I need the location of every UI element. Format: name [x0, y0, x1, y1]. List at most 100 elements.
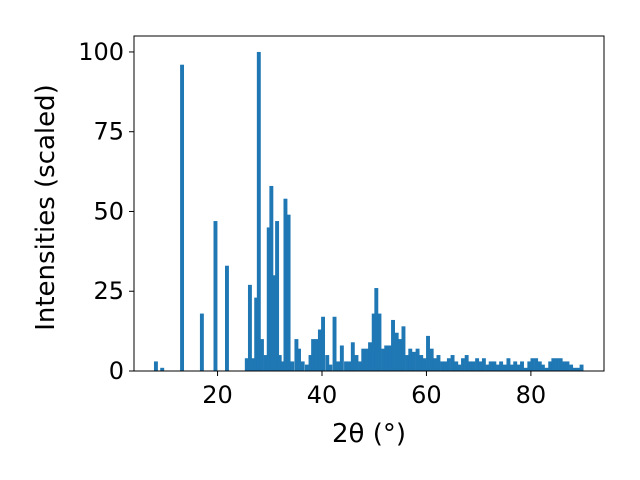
bar: [300, 361, 305, 371]
bar: [314, 339, 319, 371]
bar: [450, 355, 455, 371]
bar: [408, 348, 413, 371]
x-tick-label: 80: [516, 381, 547, 409]
bar: [358, 361, 363, 371]
bar: [506, 358, 511, 371]
bar: [419, 355, 424, 371]
y-tick-label: 0: [109, 357, 124, 385]
bar: [464, 355, 469, 371]
x-tick-label: 40: [307, 381, 338, 409]
bar: [308, 355, 313, 371]
bar: [374, 288, 379, 371]
bar: [496, 364, 500, 371]
bar: [516, 364, 521, 371]
bar: [555, 358, 559, 371]
bar: [499, 361, 504, 371]
bar: [569, 364, 574, 371]
bar: [443, 361, 448, 371]
bar: [350, 342, 355, 371]
bar: [411, 351, 416, 371]
bar: [394, 332, 399, 371]
bar: [520, 361, 524, 371]
bar: [398, 339, 403, 371]
bar: [199, 313, 204, 371]
bar: [391, 319, 395, 371]
bar: [429, 348, 434, 371]
bar: [272, 275, 276, 371]
bar: [339, 345, 344, 371]
bar: [354, 355, 359, 371]
bar: [361, 348, 366, 371]
bar: [467, 361, 472, 371]
bar: [405, 355, 410, 371]
y-axis-label: Intensities (scaled): [31, 84, 61, 331]
bar: [575, 367, 580, 371]
bar: [551, 358, 556, 371]
bar: [304, 364, 309, 371]
bar: [332, 316, 337, 371]
bar: [280, 361, 285, 371]
bar: [180, 64, 185, 372]
bar: [247, 284, 252, 371]
bar: [311, 339, 316, 371]
bar: [286, 214, 291, 371]
y-tick-label: 25: [93, 277, 124, 305]
bar: [461, 358, 465, 371]
y-tick-label: 50: [93, 197, 124, 225]
x-tick-label: 20: [202, 381, 233, 409]
bar: [275, 221, 280, 371]
bar: [426, 335, 430, 371]
bar: [415, 348, 420, 371]
bar: [368, 342, 373, 371]
bar: [523, 367, 528, 371]
bar: [283, 198, 288, 371]
bar: [579, 364, 584, 371]
bar: [259, 339, 264, 371]
bar: [457, 364, 462, 371]
bar: [225, 265, 229, 371]
bar: [213, 221, 218, 371]
bar: [263, 355, 268, 371]
bar: [266, 227, 271, 371]
y-tick-label: 100: [78, 38, 124, 66]
bar: [509, 364, 514, 371]
bar: [317, 329, 322, 371]
bar: [422, 358, 427, 371]
y-axis-ticks: 0 25 50 75 100: [78, 38, 134, 385]
bar: [371, 313, 376, 371]
bar: [381, 348, 386, 371]
x-tick-label: 60: [411, 381, 442, 409]
bar: [492, 361, 497, 371]
bar: [251, 358, 256, 371]
bar: [475, 358, 480, 371]
bar: [160, 367, 165, 371]
bar: [401, 326, 406, 371]
bar: [561, 361, 566, 371]
bar: [471, 361, 476, 371]
bar: [153, 361, 158, 371]
bar: [344, 361, 348, 371]
bar: [513, 361, 518, 371]
bar: [387, 345, 392, 371]
y-tick-label: 75: [93, 118, 124, 146]
bar: [446, 358, 451, 371]
bar: [364, 348, 369, 371]
bar: [297, 348, 301, 371]
bar: [254, 297, 259, 371]
bar: [440, 361, 445, 371]
bar: [256, 51, 261, 371]
bar: [384, 345, 389, 371]
bar-series: [153, 51, 584, 372]
x-axis-ticks: 20 40 60 80: [202, 371, 546, 409]
bar: [244, 358, 249, 371]
bar: [485, 364, 490, 371]
bar: [540, 364, 545, 371]
bar: [336, 361, 341, 371]
bar: [277, 355, 282, 371]
bar: [433, 358, 438, 371]
bar: [328, 364, 333, 371]
bar: [537, 361, 542, 371]
bar: [558, 358, 563, 371]
bar: [565, 361, 570, 371]
